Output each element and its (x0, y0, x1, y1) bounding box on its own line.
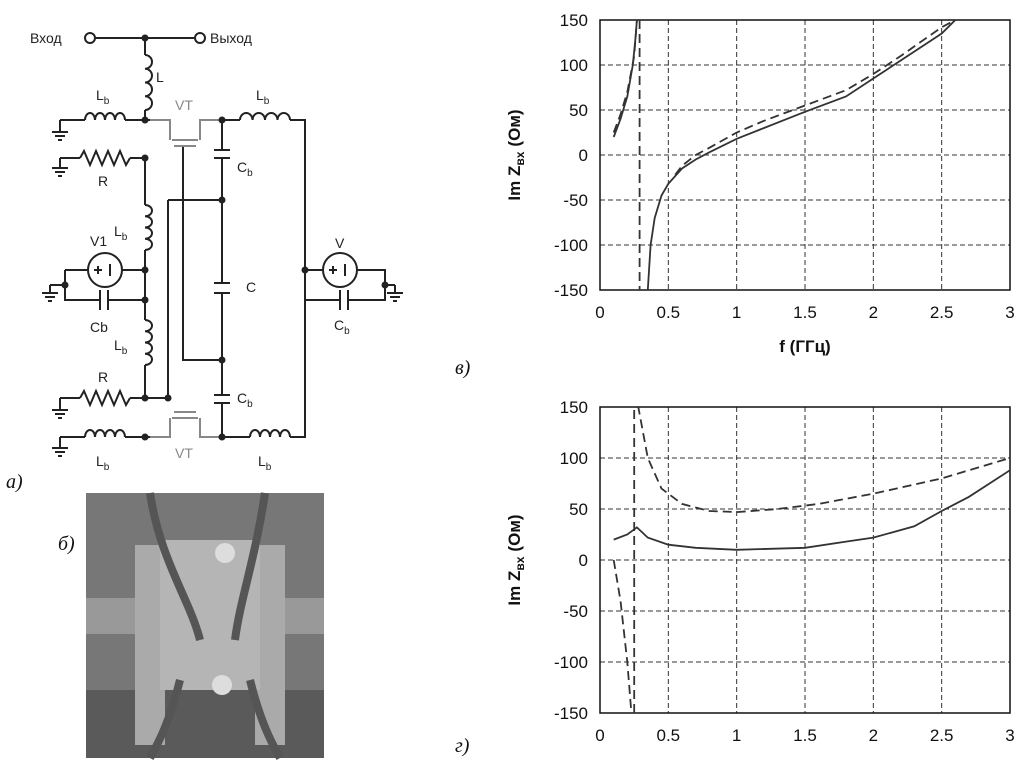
terminal (84, 32, 96, 44)
y-tick-label: 50 (569, 101, 588, 120)
source-signs (94, 264, 346, 276)
y-tick-label: 50 (569, 500, 588, 519)
label: Cb (334, 317, 350, 337)
label: VT (175, 445, 193, 461)
photo-table (86, 690, 324, 758)
photo-screw (212, 675, 232, 695)
photo (86, 492, 324, 760)
terminal (194, 32, 206, 44)
y-axis-label-main: Im Z (505, 166, 524, 201)
nodes (61, 34, 389, 441)
x-tick-label: 3 (1005, 726, 1014, 745)
x-tick-label: 2 (869, 726, 878, 745)
inductor (144, 54, 153, 111)
x-tick-label: 0.5 (657, 726, 681, 745)
label: C (246, 279, 256, 295)
x-tick-label: 2.5 (930, 303, 954, 322)
capacitors (99, 149, 349, 404)
y-tick-label: -50 (563, 602, 588, 621)
source (87, 252, 123, 288)
x-tick-label: 0 (595, 726, 604, 745)
x-tick-label: 1 (732, 303, 741, 322)
photo-board (160, 540, 260, 690)
label: Выход (210, 30, 252, 46)
label: Lb (258, 453, 272, 473)
label: Lb (114, 223, 128, 243)
y-tick-label: -50 (563, 191, 588, 210)
transistors (150, 119, 222, 438)
x-tick-label: 2.5 (930, 726, 954, 745)
x-tick-label: 1.5 (793, 303, 817, 322)
x-tick-label: 1 (732, 726, 741, 745)
source (322, 252, 358, 288)
inductor (249, 429, 291, 438)
y-tick-label: -150 (554, 704, 588, 723)
inductor (84, 112, 126, 121)
y-axis-label: Im Zвх (Ом) (505, 514, 527, 605)
y-tick-label: 150 (560, 398, 588, 417)
inductors (84, 54, 291, 438)
y-axis-label-main: Im Z (505, 571, 524, 606)
y-tick-label: 150 (560, 11, 588, 30)
panel-label: а) (6, 471, 23, 493)
y-tick-label: -100 (554, 236, 588, 255)
label: Lb (96, 87, 110, 107)
x-tick-label: 2 (869, 303, 878, 322)
y-tick-label: 0 (579, 146, 588, 165)
label: V1 (90, 233, 107, 249)
x-tick-label: 0 (595, 303, 604, 322)
inductor (239, 112, 291, 121)
label: Cb (90, 319, 108, 335)
label: V (335, 235, 345, 251)
inductor (144, 319, 153, 366)
circuit-diagram: Вход Выход L Lb VT Lb Cb R V1 Lb C V Cb … (30, 30, 403, 473)
label: VT (175, 97, 193, 113)
x-tick-label: 0.5 (657, 303, 681, 322)
resistors (79, 148, 131, 408)
label: L (156, 69, 164, 85)
series-line (613, 469, 1010, 551)
label: Cb (237, 159, 253, 179)
y-axis-label-unit: (Ом) (505, 514, 524, 551)
label: Lb (114, 337, 128, 357)
chart: -150 -100 -50 0 50 100 150 0 0.5 1 1.5 2 2.5 3 f (ГГц)… (505, 398, 1015, 763)
y-axis-label-sub: вх (513, 556, 527, 570)
label: Cb (237, 390, 253, 410)
y-tick-label: 100 (560, 449, 588, 468)
y-axis-label-unit: (Ом) (505, 109, 524, 146)
x-axis-label: f (ГГц) (779, 337, 830, 356)
panel-label: г) (455, 735, 470, 757)
series-line (612, 20, 956, 290)
x-tick-label: 3 (1005, 303, 1014, 322)
panel-label: в) (455, 357, 471, 379)
y-axis-label: Im Zвх (Ом) (505, 109, 527, 200)
label: R (98, 369, 108, 385)
label: Вход (30, 30, 62, 46)
y-axis-label-sub: вх (513, 151, 527, 165)
y-tick-label: -150 (554, 281, 588, 300)
x-axis-label: f (ГГц) (779, 760, 830, 763)
label: R (98, 173, 108, 189)
label: Lb (96, 453, 110, 473)
y-tick-label: 0 (579, 551, 588, 570)
inductor (84, 429, 126, 438)
photo-screw (215, 543, 235, 563)
x-tick-label: 1.5 (793, 726, 817, 745)
panel-label: б) (58, 533, 75, 555)
y-tick-label: -100 (554, 653, 588, 672)
photo-cables (146, 492, 284, 760)
y-tick-label: 100 (560, 56, 588, 75)
series-line (612, 407, 1010, 713)
label: Lb (256, 87, 270, 107)
chart: -150 -100 -50 0 50 100 150 0 0.5 1 1.5 2 2.5 3 f (ГГц)… (505, 11, 1015, 356)
grounds (42, 120, 403, 457)
inductor (144, 204, 153, 251)
plot-frame (599, 19, 1011, 291)
plot-frame (599, 406, 1011, 714)
